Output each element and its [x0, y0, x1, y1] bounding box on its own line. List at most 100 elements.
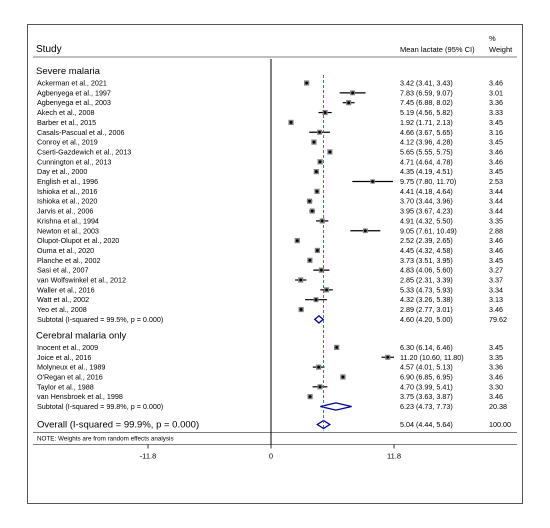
point-estimate	[308, 258, 312, 262]
subtotal-label: Subtotal (I-squared = 99.5%, p = 0.000)	[37, 315, 163, 324]
estimate-value: 4.66 (3.67, 5.65)	[400, 128, 453, 137]
study-label: Newton et al., 2003	[37, 226, 99, 235]
study-label: Joice et al., 2016	[37, 353, 91, 362]
subtotal-weight: 79.62	[489, 315, 507, 324]
weight-value: 3.45	[489, 118, 503, 127]
point-estimate	[371, 180, 375, 183]
weight-value: 3.46	[489, 157, 503, 166]
estimate-value: 4.70 (3.99, 5.41)	[400, 382, 453, 391]
estimate-value: 4.35 (4.19, 4.51)	[400, 167, 453, 176]
point-estimate	[310, 209, 314, 213]
subtotal-diamond	[320, 402, 352, 411]
estimate-value: 4.45 (4.32, 4.58)	[400, 246, 453, 255]
weight-value: 3.45	[489, 167, 503, 176]
point-estimate	[312, 140, 316, 144]
study-label: Agbenyega et al., 2003	[37, 98, 111, 107]
weight-value: 3.35	[489, 216, 503, 225]
study-label: van Hensbroek et al., 1998	[37, 392, 123, 401]
study-label: van Wolfswinkel et al., 2012	[37, 276, 126, 285]
study-label: English et al., 1996	[37, 177, 98, 186]
estimate-value: 5.65 (5.55, 5.75)	[400, 147, 453, 156]
estimate-value: 3.42 (3.41, 3.43)	[400, 79, 453, 88]
study-label: O'Regan et al., 2016	[37, 372, 103, 381]
weight-value: 3.44	[489, 207, 503, 216]
estimate-value: 2.52 (2.39, 2.65)	[400, 236, 453, 245]
overall-estimate: 5.04 (4.44, 5.64)	[400, 420, 453, 429]
weight-value: 3.37	[489, 276, 503, 285]
column-header-weight: Weight	[489, 45, 513, 54]
subtotal-estimate: 4.60 (4.20, 5.00)	[400, 315, 453, 324]
study-label: Yeo et al., 2008	[37, 305, 87, 314]
weight-value: 3.16	[489, 128, 503, 137]
weight-value: 3.45	[489, 343, 503, 352]
group-heading: Cerebral malaria only	[36, 330, 127, 341]
weight-value: 2.88	[489, 226, 503, 235]
estimate-value: 1.92 (1.71, 2.13)	[400, 118, 453, 127]
axis-tick-label: -11.8	[140, 452, 157, 461]
study-label: Agbenyega et al., 1997	[37, 88, 111, 97]
estimate-value: 6.90 (6.85, 6.95)	[400, 372, 453, 381]
estimate-value: 4.57 (4.01, 5.13)	[400, 363, 453, 372]
study-label: Olupot-Olupot et al., 2020	[37, 236, 119, 245]
study-label: Planche et al., 2002	[37, 256, 101, 265]
estimate-value: 4.83 (4.06, 5.60)	[400, 266, 453, 275]
estimate-value: 2.89 (2.77, 3.01)	[400, 305, 453, 314]
estimate-value: 4.91 (4.32, 5.50)	[400, 216, 453, 225]
point-estimate	[328, 150, 332, 154]
point-estimate	[320, 219, 324, 223]
weight-value: 3.46	[489, 246, 503, 255]
estimate-value: 3.70 (3.44, 3.96)	[400, 197, 453, 206]
group-heading: Severe malaria	[36, 66, 101, 77]
point-estimate	[299, 278, 303, 282]
weight-value: 3.35	[489, 353, 503, 362]
estimate-value: 7.83 (6.59, 9.07)	[400, 88, 453, 97]
axis-tick-label: 0	[269, 452, 273, 461]
estimate-value: 5.33 (4.73, 5.93)	[400, 285, 453, 294]
study-label: Day et al., 2000	[37, 167, 87, 176]
point-estimate	[299, 308, 303, 311]
point-estimate	[314, 170, 318, 174]
point-estimate	[317, 365, 321, 369]
estimate-value: 5.19 (4.56, 5.82)	[400, 108, 453, 117]
point-estimate	[363, 229, 367, 233]
point-estimate	[315, 189, 319, 193]
weight-value: 3.01	[489, 88, 503, 97]
estimate-value: 9.75 (7.80, 11.70)	[400, 177, 456, 186]
study-label: Ackerman et al., 2021	[37, 79, 107, 88]
point-estimate	[347, 101, 351, 105]
point-estimate	[315, 249, 319, 252]
point-estimate	[325, 288, 328, 292]
subtotal-diamond	[313, 314, 325, 324]
estimate-value: 3.75 (3.63, 3.87)	[400, 392, 453, 401]
study-label: Ouma et al., 2020	[37, 246, 94, 255]
study-label: Molyneux et al., 1989	[37, 363, 105, 372]
weight-value: 3.34	[489, 285, 503, 294]
weight-value: 3.44	[489, 197, 503, 206]
weight-value: 3.36	[489, 98, 503, 107]
estimate-value: 3.73 (3.51, 3.95)	[400, 256, 453, 265]
estimate-value: 4.71 (4.64, 4.78)	[400, 157, 453, 166]
weight-value: 3.45	[489, 138, 503, 147]
axis-tick-label: 11.8	[387, 452, 401, 461]
overall-diamond	[316, 419, 331, 430]
overall-weight: 100.00	[489, 420, 511, 429]
estimate-value: 11.20 (10.60, 11.80)	[400, 353, 464, 362]
subtotal-label: Subtotal (I-squared = 99.8%, p = 0.000)	[37, 402, 163, 411]
point-estimate	[323, 111, 327, 114]
weight-value: 3.13	[489, 295, 503, 304]
weight-value: 3.33	[489, 108, 503, 117]
point-estimate	[289, 121, 293, 124]
weight-value: 3.46	[489, 372, 503, 381]
overall-label: Overall (I-squared = 99.9%, p = 0.000)	[37, 420, 199, 431]
estimate-value: 4.12 (3.96, 4.28)	[400, 138, 453, 147]
study-label: Waller et al., 2016	[37, 285, 95, 294]
forest-plot-frame: Study Mean lactate (95% CI) % Weight Sev…	[27, 24, 523, 504]
study-label: Sasi et al., 2007	[37, 266, 89, 275]
study-label: Ishioka et al., 2020	[37, 197, 97, 206]
weight-value: 3.36	[489, 363, 503, 372]
point-estimate	[351, 91, 355, 95]
weight-value: 3.46	[489, 305, 503, 314]
point-estimate	[319, 268, 323, 272]
note-text: NOTE: Weights are from random effects an…	[37, 436, 174, 443]
estimate-value: 4.41 (4.18, 4.64)	[400, 187, 453, 196]
